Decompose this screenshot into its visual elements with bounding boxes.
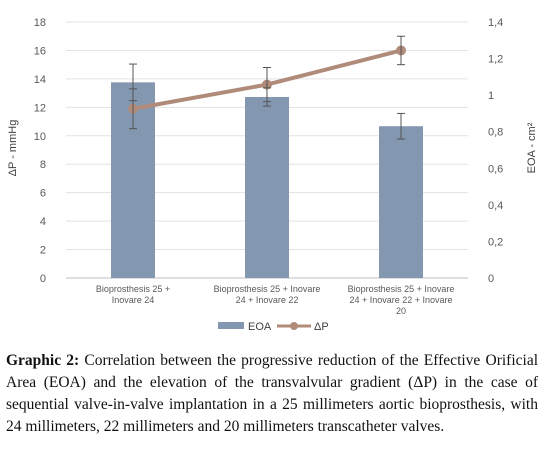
left-tick-label: 2 — [40, 245, 46, 257]
legend-label-eoa: EOA — [248, 321, 272, 333]
caption-text: Correlation between the progressive redu… — [6, 352, 539, 435]
category-label-line: 20 — [396, 306, 406, 316]
right-tick-label: 0,2 — [488, 236, 503, 248]
left-tick-label: 18 — [34, 17, 46, 29]
caption-label: Graphic 2: — [6, 352, 80, 369]
right-tick-label: 0,8 — [488, 127, 503, 139]
category-label-line: Inovare 24 — [112, 295, 155, 305]
category-label-line: Bioprosthesis 25 + Inovare — [214, 284, 321, 294]
left-tick-label: 14 — [34, 74, 46, 86]
right-tick-label: 1,4 — [488, 17, 503, 29]
error-bars — [129, 35, 405, 140]
legend: EOA ΔP — [218, 321, 329, 333]
left-tick-label: 4 — [40, 216, 46, 228]
right-tick-label: 1,2 — [488, 54, 503, 66]
category-label: Bioprosthesis 25 + Inovare 24 + Inovare 2… — [348, 284, 455, 316]
category-labels: Bioprosthesis 25 + Inovare 24Bioprosthesi… — [96, 284, 455, 316]
category-label-line: 24 + Inovare 22 + Inovare — [349, 295, 452, 305]
left-tick-label: 10 — [34, 131, 46, 143]
right-axis-title: EOA - cm² — [526, 122, 538, 173]
figure-caption: Graphic 2: Correlation between the progr… — [6, 350, 538, 438]
eoa-bar — [245, 96, 289, 278]
category-label-line: 24 + Inovare 22 — [236, 295, 299, 305]
right-tick-label: 1 — [488, 90, 494, 102]
left-tick-label: 6 — [40, 188, 46, 200]
legend-label-dp: ΔP — [314, 321, 329, 333]
legend-swatch-dp-marker — [290, 322, 298, 330]
left-axis-ticks: 0 2 4 6 8 10 12 14 16 18 — [34, 17, 46, 285]
category-label-line: Bioprosthesis 25 + Inovare — [348, 284, 455, 294]
eoa-bars — [111, 82, 423, 278]
eoa-bar — [379, 126, 423, 278]
left-tick-label: 16 — [34, 45, 46, 57]
category-label: Bioprosthesis 25 + Inovare 24 — [96, 284, 170, 305]
right-tick-label: 0,4 — [488, 200, 503, 212]
right-tick-label: 0 — [488, 273, 494, 285]
right-axis-ticks: 0 0,2 0,4 0,6 0,8 1 1,2 1,4 — [488, 17, 503, 285]
category-label: Bioprosthesis 25 + Inovare 24 + Inovare 2… — [214, 284, 321, 305]
right-tick-label: 0,6 — [488, 163, 503, 175]
left-tick-label: 8 — [40, 159, 46, 171]
left-tick-label: 0 — [40, 273, 46, 285]
category-label-line: Bioprosthesis 25 + — [96, 284, 170, 294]
left-tick-label: 12 — [34, 102, 46, 114]
chart: 0 2 4 6 8 10 12 14 16 18 0 0,2 0,4 0,6 0,8 1 1,2 1,4 Bio… — [7, 17, 538, 333]
left-axis-title: ΔP - mmHg — [7, 120, 19, 177]
legend-swatch-eoa — [218, 322, 244, 329]
